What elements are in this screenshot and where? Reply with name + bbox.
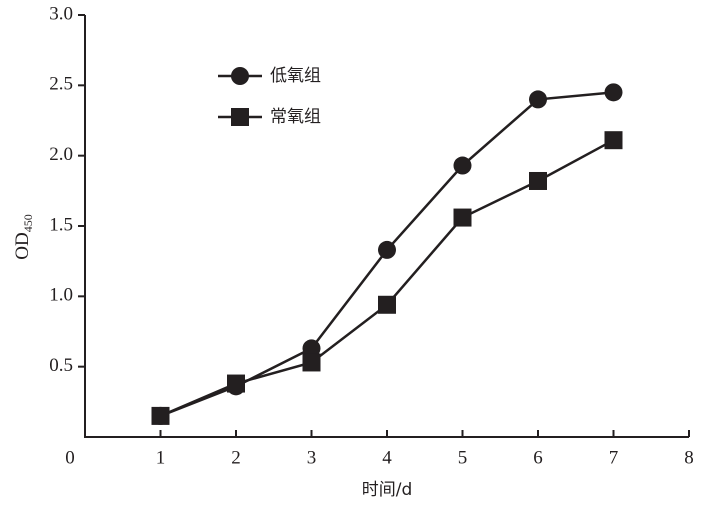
- data-point: [604, 131, 623, 150]
- x-axis-label: 时间/d: [362, 480, 413, 500]
- data-point: [302, 339, 321, 358]
- x-tick-label: 8: [684, 447, 694, 468]
- y-tick-label: 3.0: [49, 3, 73, 24]
- y-axis-label: OD450: [12, 214, 34, 259]
- y-tick-label: 1.5: [49, 214, 73, 235]
- data-point: [378, 295, 396, 314]
- data-point: [227, 374, 245, 393]
- y-tick-label: 2.0: [49, 144, 73, 165]
- data-point: [453, 156, 472, 175]
- data-point: [378, 240, 396, 259]
- y-tick-label: 1.0: [49, 285, 73, 306]
- data-point: [302, 353, 321, 372]
- legend-label: 常氧组: [270, 107, 321, 127]
- y-tick-label: 0.5: [49, 355, 73, 376]
- x-tick-label: 4: [382, 447, 392, 468]
- data-point: [453, 208, 472, 227]
- data-point: [529, 171, 547, 190]
- legend-marker: [231, 67, 249, 85]
- x-tick-label: 0: [65, 447, 75, 468]
- x-tick-label: 7: [609, 447, 619, 468]
- y-tick-label: 2.5: [49, 74, 73, 95]
- x-tick-label: 5: [458, 447, 468, 468]
- x-tick-label: 1: [156, 447, 166, 468]
- data-point: [151, 406, 170, 425]
- y-axis-label-text: OD450: [12, 214, 34, 259]
- axes: [84, 15, 689, 438]
- legend-marker: [231, 108, 249, 126]
- x-tick-label: 2: [231, 447, 241, 468]
- legend-label: 低氧组: [270, 66, 321, 86]
- data-point: [529, 90, 547, 109]
- x-tick-label: 3: [307, 447, 317, 468]
- x-tick-label: 6: [533, 447, 543, 468]
- data-point: [604, 83, 623, 102]
